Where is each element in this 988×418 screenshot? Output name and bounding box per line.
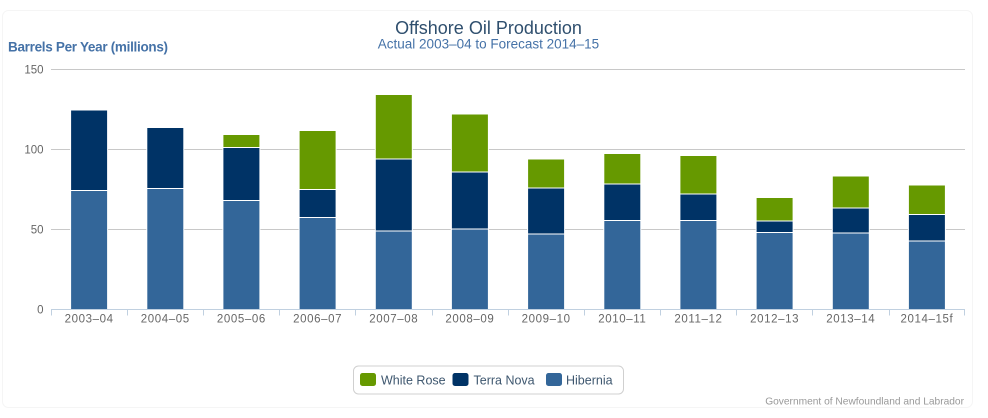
svg-text:Hibernia: Hibernia [566,374,613,388]
svg-text:Actual 2003–04 to Forecast 201: Actual 2003–04 to Forecast 2014–15 [378,37,599,52]
svg-text:0: 0 [37,304,43,316]
svg-text:2008–09: 2008–09 [445,314,494,326]
svg-text:2007–08: 2007–08 [369,314,418,326]
svg-text:100: 100 [24,144,43,156]
svg-text:50: 50 [31,224,44,236]
svg-text:150: 150 [24,64,43,76]
svg-text:2004–05: 2004–05 [141,314,190,326]
svg-text:2013–14: 2013–14 [826,314,875,326]
svg-text:Government of Newfoundland and: Government of Newfoundland and Labrador [765,397,964,408]
svg-text:2009–10: 2009–10 [522,314,571,326]
svg-text:2006–07: 2006–07 [293,314,342,326]
svg-text:2012–13: 2012–13 [750,314,799,326]
svg-text:2010–11: 2010–11 [598,314,646,326]
svg-text:Terra Nova: Terra Nova [474,374,535,388]
svg-text:White Rose: White Rose [381,374,446,388]
svg-text:2003–04: 2003–04 [65,314,114,326]
svg-text:2005–06: 2005–06 [217,314,266,326]
svg-text:2011–12: 2011–12 [674,314,722,326]
svg-text:Offshore Oil Production: Offshore Oil Production [395,18,582,38]
svg-text:2014–15f: 2014–15f [901,314,954,326]
svg-text:Barrels Per Year (millions): Barrels Per Year (millions) [8,40,168,55]
